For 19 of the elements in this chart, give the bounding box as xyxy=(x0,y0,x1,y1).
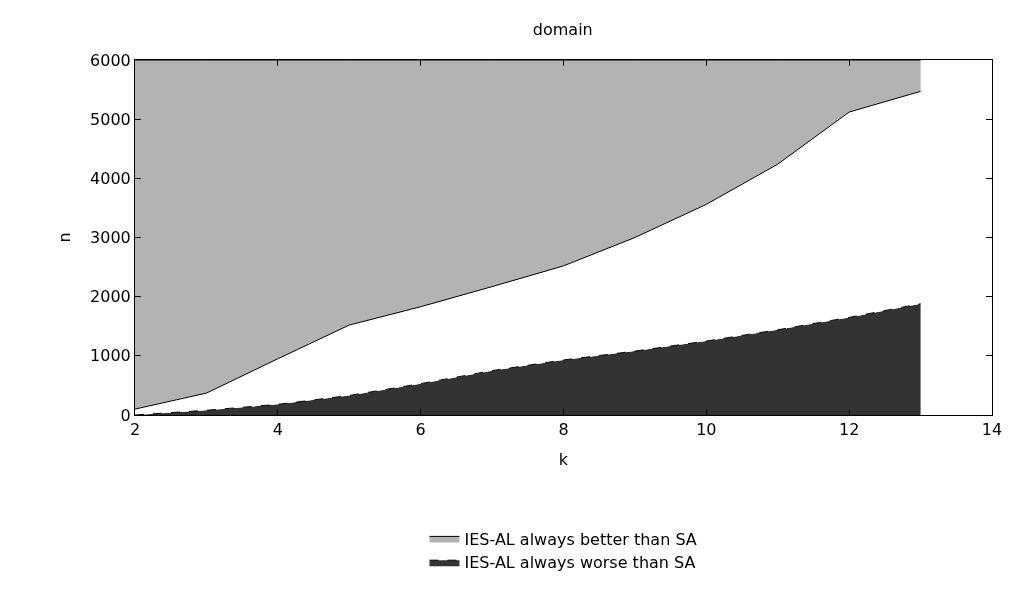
y-tick-label: 5000 xyxy=(90,109,131,129)
chart-title: domain xyxy=(532,19,593,39)
legend-label: IES-AL always worse than SA xyxy=(464,553,696,573)
y-tick-label: 2000 xyxy=(90,287,131,307)
legend-label: IES-AL always better than SA xyxy=(464,529,697,549)
y-tick-label: 0 xyxy=(120,405,131,425)
x-tick-label: 4 xyxy=(272,420,283,440)
x-tick-label: 6 xyxy=(415,420,426,440)
y-axis-title: n xyxy=(54,232,74,243)
y-tick-label: 1000 xyxy=(90,346,131,366)
x-tick-label: 8 xyxy=(558,420,569,440)
x-tick-label: 2 xyxy=(129,420,141,440)
y-tick-label: 3000 xyxy=(90,228,131,248)
x-tick-label: 10 xyxy=(696,420,717,440)
y-tick-label: 4000 xyxy=(90,168,131,188)
x-axis-title: k xyxy=(558,449,569,469)
x-tick-label: 12 xyxy=(838,420,860,440)
y-tick-label: 6000 xyxy=(90,50,131,70)
x-tick-label: 14 xyxy=(981,420,1003,440)
